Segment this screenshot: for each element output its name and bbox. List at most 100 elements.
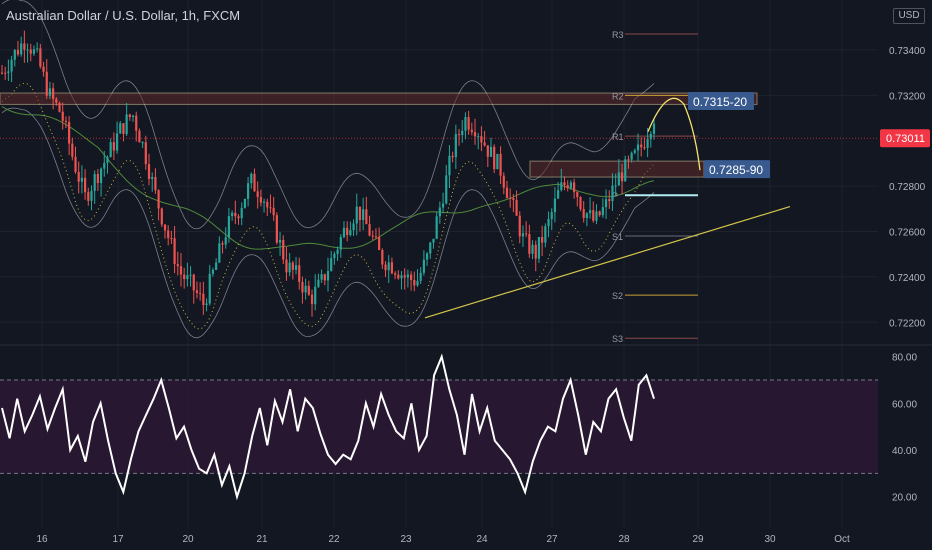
candle-body (218, 243, 221, 263)
pivot-label-r2: R2 (612, 91, 624, 101)
rsi-line (1, 353, 655, 501)
candle-body (294, 265, 298, 270)
candle-body (557, 190, 560, 199)
candle-body (26, 49, 29, 51)
callout-label-1: 0.7315-20 (693, 95, 747, 109)
candle-body (531, 244, 534, 254)
time-axis-tick: 28 (618, 534, 630, 545)
rsi-band-fill (0, 380, 878, 474)
pivot-label-s1: S1 (612, 232, 623, 242)
candle-body (192, 274, 195, 291)
candle-body (326, 270, 330, 281)
candle-body (336, 249, 339, 254)
candle-body (515, 200, 518, 216)
candle-body (317, 279, 320, 287)
candle-body (282, 239, 285, 260)
candle-body (151, 176, 154, 180)
forecast-path (647, 97, 701, 171)
candle-body (109, 142, 112, 158)
candle-body (541, 237, 544, 243)
candle-body (499, 153, 502, 176)
candle-body (630, 152, 633, 160)
candle-body (304, 285, 307, 293)
axes: 0.73400 0.73200 0.73011 0.72800 0.72600 0.724… (36, 46, 930, 545)
rsi-axis-tick: 60.00 (892, 399, 917, 410)
candle-body (83, 177, 87, 193)
candle-body (259, 196, 262, 203)
candle-body (278, 239, 282, 243)
candle-body (489, 146, 493, 157)
candle-body (496, 153, 499, 170)
price-axis-tick: 0.73200 (889, 91, 926, 102)
candle-body (275, 215, 278, 243)
candle-body (643, 147, 646, 149)
candle-body (189, 274, 192, 276)
candle-body (355, 206, 358, 224)
candle-body (237, 216, 240, 219)
candle-body (269, 207, 272, 209)
candle-body (330, 258, 333, 271)
candle-body (141, 142, 144, 144)
candle-body (640, 144, 643, 148)
candle-body (445, 175, 448, 204)
candle-body (285, 259, 288, 273)
candle-body (342, 227, 346, 238)
candle-body (422, 259, 425, 273)
callout-box (688, 92, 754, 111)
candle-body (224, 237, 227, 245)
candle-body (365, 209, 368, 225)
candle-body (179, 266, 183, 275)
candle-body (553, 198, 557, 213)
candle-body (173, 238, 176, 265)
candle-body (36, 48, 39, 50)
candle-body (68, 121, 71, 144)
candle-body (454, 134, 457, 158)
candle-body (397, 274, 400, 279)
time-axis-tick: 20 (182, 534, 194, 545)
candle-body (620, 172, 624, 182)
last-price-label: 0.73011 (886, 133, 925, 145)
candle-body (480, 136, 483, 143)
candle-body (23, 43, 26, 50)
candle-body (10, 59, 13, 72)
candle-body (205, 303, 208, 306)
candle-body (544, 226, 547, 243)
candle-body (90, 190, 93, 201)
candle-body (346, 227, 349, 236)
candle-body (253, 173, 256, 192)
currency-selector[interactable]: USD (893, 8, 925, 24)
chart-title: Australian Dollar / U.S. Dollar, 1h, FXC… (6, 8, 241, 23)
candle-body (633, 150, 636, 153)
parabolic-sar-lower (1, 82, 655, 330)
callout-box (704, 160, 770, 179)
candle-body (339, 237, 342, 250)
time-axis-tick: 30 (764, 534, 776, 545)
candle-body (582, 209, 585, 219)
candle-body (585, 213, 588, 219)
candle-body (588, 210, 592, 214)
ascending-trendline (424, 205, 791, 319)
candle-body (649, 133, 652, 140)
bollinger-lower (1, 107, 655, 339)
candle-body (195, 290, 199, 293)
candle-body (611, 185, 614, 202)
candle-body (240, 207, 243, 219)
rsi-axis-tick: 20.00 (892, 493, 917, 504)
candle-body (409, 274, 413, 280)
candle-body (528, 233, 531, 254)
candle-body (560, 182, 563, 191)
candle-body (138, 130, 141, 143)
candle-body (362, 209, 365, 221)
candle-body (518, 215, 521, 237)
candle-body (58, 102, 61, 112)
pivot-label-r3: R3 (612, 30, 624, 40)
candle-body (291, 262, 294, 270)
callouts: 0.7315-20 0.7285-90 (688, 92, 770, 179)
candle-body (61, 111, 64, 121)
candle-body (231, 212, 234, 217)
candle-body (112, 142, 115, 151)
candle-body (32, 49, 36, 54)
candle-body (371, 235, 374, 237)
candle-body (199, 292, 202, 294)
